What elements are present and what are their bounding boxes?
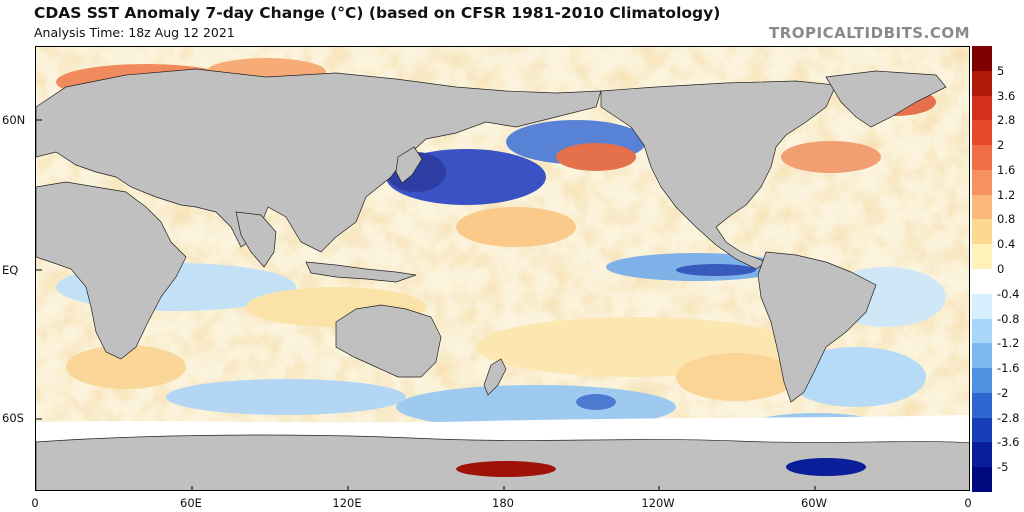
colorbar-tick-label: -2 — [997, 385, 1009, 400]
colorbar — [972, 46, 992, 493]
lon-label-120w: 120W — [641, 496, 675, 510]
colorbar-swatch — [972, 368, 992, 394]
colorbar-tick-label: 2.8 — [997, 113, 1016, 128]
lon-label-180: 180 — [492, 496, 514, 510]
colorbar-swatch — [972, 219, 992, 245]
lon-label-0-right: 0 — [964, 496, 972, 510]
colorbar-tick-label: 0 — [997, 262, 1005, 276]
colorbar-swatch — [972, 244, 992, 270]
site-credit: TROPICALTIDBITS.COM — [769, 24, 970, 42]
lat-label-60s: 60S — [2, 411, 24, 425]
colorbar-swatch — [972, 194, 992, 220]
colorbar-swatch — [972, 145, 992, 171]
sst-anomaly-map — [35, 46, 970, 491]
land-eurasia — [36, 68, 602, 253]
colorbar-swatch — [972, 318, 992, 344]
colorbar-tick-label: 2 — [997, 138, 1005, 153]
analysis-time: Analysis Time: 18z Aug 12 2021 — [34, 25, 235, 40]
colorbar-tick-label: 1.6 — [997, 162, 1016, 177]
colorbar-tick-label: 0.4 — [997, 237, 1016, 252]
lat-label-60n: 60N — [2, 113, 26, 127]
land-south-america — [757, 251, 877, 403]
colorbar-swatch — [972, 293, 992, 320]
colorbar-swatch — [972, 46, 992, 72]
colorbar-tick-label: -2.8 — [997, 410, 1020, 425]
lat-label-eq: EQ — [2, 263, 19, 277]
colorbar-tick-label: -0.8 — [997, 311, 1020, 326]
colorbar-tick-label: -1.6 — [997, 361, 1020, 376]
land-india — [235, 211, 277, 268]
colorbar-swatch — [972, 417, 992, 443]
colorbar-tick-label: 3.6 — [997, 88, 1016, 103]
colorbar-tick-label: -5 — [997, 460, 1009, 475]
lon-label-0: 0 — [31, 496, 39, 510]
colorbar-swatch — [972, 269, 992, 295]
land-australia — [335, 304, 442, 378]
land-new-zealand — [483, 358, 507, 396]
ross-sea-anomaly — [456, 461, 556, 477]
colorbar-tick-label: -3.6 — [997, 435, 1020, 450]
land-north-america — [600, 80, 837, 270]
colorbar-swatch — [972, 467, 992, 493]
colorbar-swatch — [972, 95, 992, 121]
lon-label-60w: 60W — [800, 496, 828, 510]
colorbar-tick-label: 5 — [997, 63, 1005, 78]
lon-label-120e: 120E — [332, 496, 362, 510]
lon-label-60e: 60E — [180, 496, 202, 510]
colorbar-swatch — [972, 70, 992, 97]
map-title: CDAS SST Anomaly 7-day Change (°C) (base… — [34, 4, 721, 22]
colorbar-tick-label: -1.2 — [997, 336, 1020, 351]
map-canvas — [36, 47, 969, 490]
colorbar-swatch — [972, 343, 992, 369]
land-masses — [36, 68, 969, 490]
colorbar-swatch — [972, 120, 992, 146]
colorbar-tick-label: 1.2 — [997, 187, 1016, 202]
colorbar-swatch — [972, 392, 992, 419]
land-africa — [36, 181, 187, 360]
land-maritime-asia — [305, 261, 417, 283]
graticule-ticks — [36, 119, 816, 490]
land-japan — [395, 146, 423, 184]
weddell-sea-anomaly — [786, 458, 866, 476]
colorbar-tick-label: 0.8 — [997, 212, 1016, 227]
colorbar-swatch — [972, 442, 992, 468]
land-greenland — [825, 70, 947, 128]
colorbar-tick-label: -0.4 — [997, 286, 1020, 301]
colorbar-swatch — [972, 169, 992, 196]
